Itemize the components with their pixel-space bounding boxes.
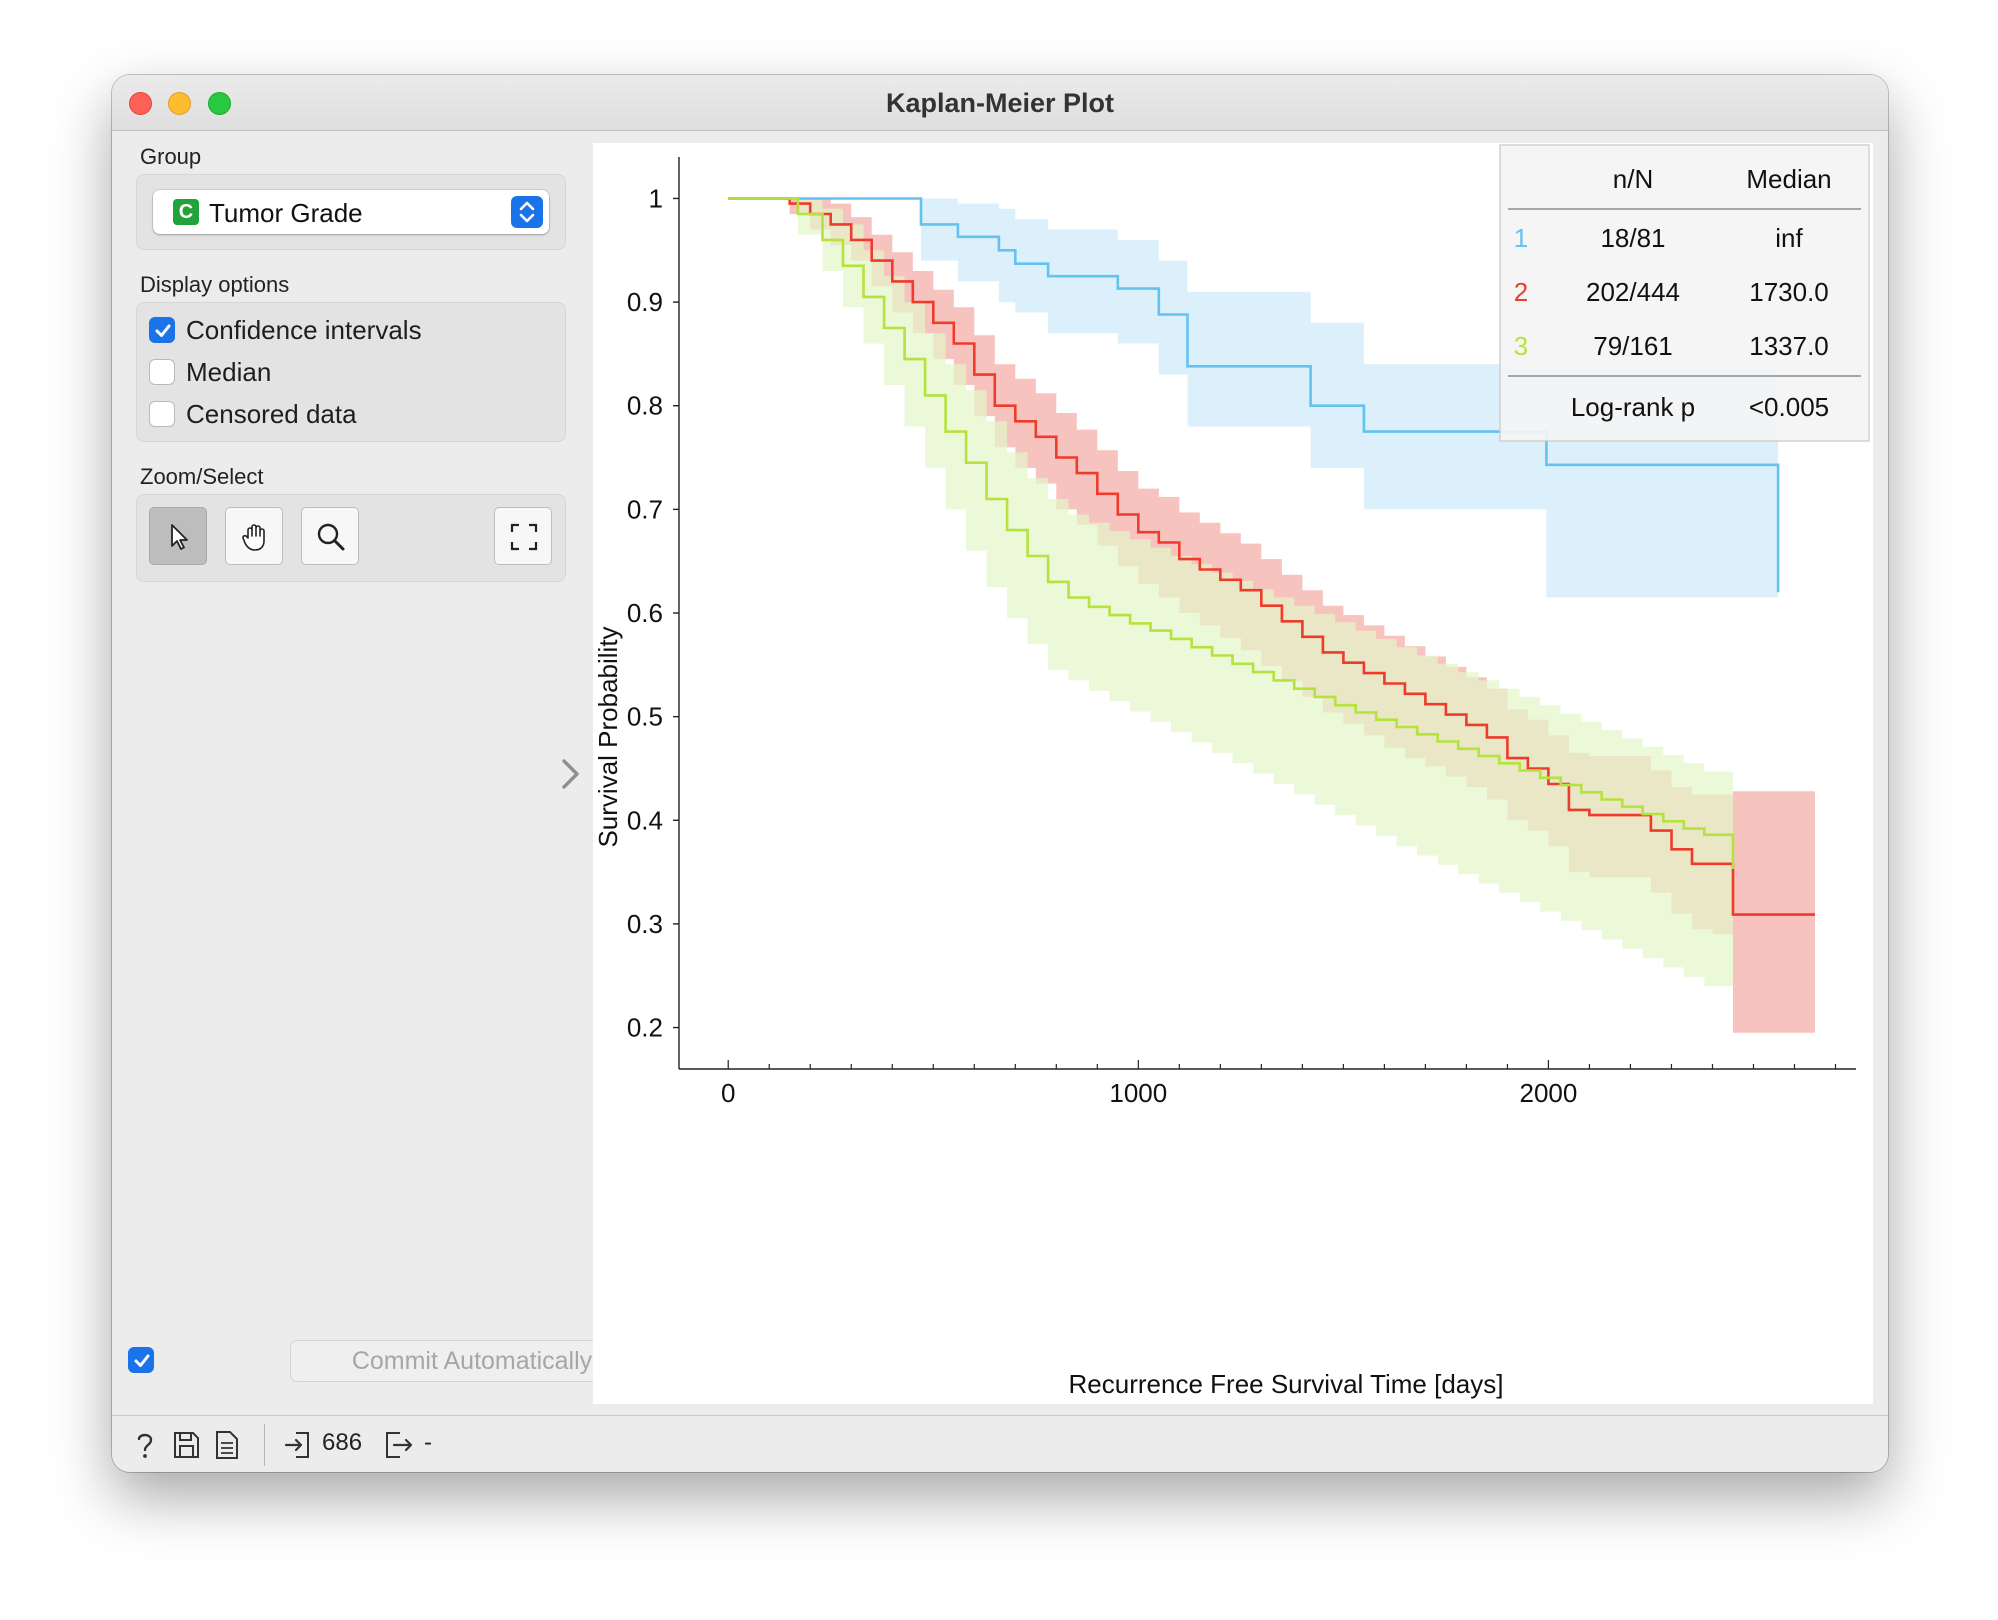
censored-data-label: Censored data bbox=[186, 399, 357, 429]
y-tick-label: 0.7 bbox=[627, 494, 663, 524]
legend-median: 1730.0 bbox=[1749, 277, 1829, 307]
collapse-sidebar-chevron-icon[interactable] bbox=[560, 757, 582, 791]
chevron-updown-icon bbox=[511, 196, 543, 228]
minimize-window-button[interactable] bbox=[168, 92, 191, 115]
pan-hand-icon bbox=[242, 524, 265, 551]
output-data-icon[interactable] bbox=[384, 1430, 414, 1460]
median-label: Median bbox=[186, 357, 272, 387]
legend-n-over-n: 79/161 bbox=[1593, 331, 1673, 361]
zoom-tool-button[interactable] bbox=[301, 507, 359, 565]
legend-n-over-n: 18/81 bbox=[1600, 223, 1665, 253]
y-tick-label: 0.5 bbox=[627, 702, 663, 732]
legend-background bbox=[1499, 144, 1870, 442]
help-icon[interactable] bbox=[132, 1430, 158, 1460]
confidence-band-1 bbox=[728, 198, 1779, 800]
legend-logrank-label: Log-rank p bbox=[1571, 392, 1695, 422]
plot-area[interactable]: Survival Probability Recurrence Free Sur… bbox=[593, 143, 1873, 1404]
legend-logrank-value: <0.005 bbox=[1749, 392, 1829, 422]
checkbox-unchecked-icon bbox=[149, 359, 175, 385]
status-bar: 686 - bbox=[112, 1415, 1888, 1472]
confidence-intervals-label: Confidence intervals bbox=[186, 315, 422, 345]
status-separator bbox=[264, 1424, 265, 1466]
save-icon[interactable] bbox=[172, 1430, 200, 1460]
reset-zoom-button[interactable] bbox=[494, 507, 552, 565]
axes: 1 0.9 0.8 0.7 0.6 0.5 0.4 0.3 0.2 0 1000 2000 bbox=[627, 157, 1856, 1108]
y-tick-label: 0.9 bbox=[627, 287, 663, 317]
y-tick-label: 0.2 bbox=[627, 1013, 663, 1043]
survival-curve-1 bbox=[728, 197, 1780, 593]
legend-median: inf bbox=[1775, 223, 1803, 253]
commit-button[interactable]: Commit Automatically bbox=[290, 1340, 654, 1382]
group-label: Group bbox=[140, 144, 202, 169]
y-tick-label: 0.6 bbox=[627, 598, 663, 628]
input-count: 686 bbox=[322, 1429, 363, 1456]
input-data-icon[interactable] bbox=[284, 1430, 312, 1460]
checkbox-unchecked-icon bbox=[149, 401, 175, 427]
kaplan-meier-chart[interactable]: Survival Probability Recurrence Free Sur… bbox=[593, 143, 1873, 1404]
app-window: Kaplan-Meier Plot Group C Tumor Grade Di… bbox=[112, 75, 1888, 1472]
report-icon[interactable] bbox=[214, 1430, 240, 1460]
survival-curve-3 bbox=[728, 197, 1735, 869]
y-tick-label: 0.4 bbox=[627, 805, 663, 835]
zoom-magnifier-icon bbox=[317, 523, 345, 551]
output-count: - bbox=[424, 1429, 432, 1456]
x-tick-label: 0 bbox=[721, 1078, 735, 1108]
group-box: C Tumor Grade bbox=[136, 174, 566, 250]
display-options-label: Display options bbox=[140, 272, 290, 297]
survival-curves bbox=[728, 197, 1815, 916]
zoom-window-button[interactable] bbox=[208, 92, 231, 115]
x-axis-label: Recurrence Free Survival Time [days] bbox=[1069, 1369, 1504, 1399]
group-combobox-value: Tumor Grade bbox=[209, 198, 363, 228]
display-options-box: Confidence intervals Median Censored dat… bbox=[136, 302, 566, 442]
legend-table: n/N Median 1 18/81 inf 2 202/444 1730.0 3 79/161 1… bbox=[1499, 144, 1870, 442]
legend-group-2: 2 bbox=[1514, 277, 1528, 307]
zoom-select-box bbox=[136, 494, 566, 582]
pan-tool-button[interactable] bbox=[225, 507, 283, 565]
categorical-variable-icon: C bbox=[173, 199, 199, 225]
legend-header-median: Median bbox=[1746, 164, 1831, 194]
x-tick-label: 2000 bbox=[1519, 1078, 1577, 1108]
survival-curve-2 bbox=[728, 197, 1815, 916]
y-tick-label: 0.3 bbox=[627, 909, 663, 939]
legend-group-3: 3 bbox=[1514, 331, 1528, 361]
legend-group-1: 1 bbox=[1514, 223, 1528, 253]
control-sidebar: Group C Tumor Grade Display options Conf… bbox=[124, 130, 569, 1400]
x-tick-label: 1000 bbox=[1109, 1078, 1167, 1108]
select-pointer-icon bbox=[171, 524, 188, 550]
group-combobox[interactable]: C Tumor Grade bbox=[153, 190, 549, 234]
checkbox-checked-icon bbox=[149, 317, 175, 343]
zoom-select-label: Zoom/Select bbox=[140, 464, 264, 489]
legend-median: 1337.0 bbox=[1749, 331, 1829, 361]
confidence-band-3 bbox=[728, 198, 1733, 997]
window-title: Kaplan-Meier Plot bbox=[885, 88, 1115, 118]
close-window-button[interactable] bbox=[129, 92, 152, 115]
y-axis-label: Survival Probability bbox=[593, 626, 623, 847]
commit-automatically-checkbox[interactable] bbox=[128, 1347, 154, 1373]
legend-n-over-n: 202/444 bbox=[1586, 277, 1680, 307]
y-tick-label: 0.8 bbox=[627, 391, 663, 421]
confidence-bands bbox=[728, 198, 1816, 1033]
title-bar: Kaplan-Meier Plot bbox=[112, 75, 1888, 131]
legend-header-n-over-n: n/N bbox=[1613, 164, 1653, 194]
y-tick-label: 1 bbox=[649, 183, 663, 213]
reset-zoom-fullscreen-icon bbox=[510, 523, 538, 551]
select-tool-button[interactable] bbox=[149, 507, 207, 565]
